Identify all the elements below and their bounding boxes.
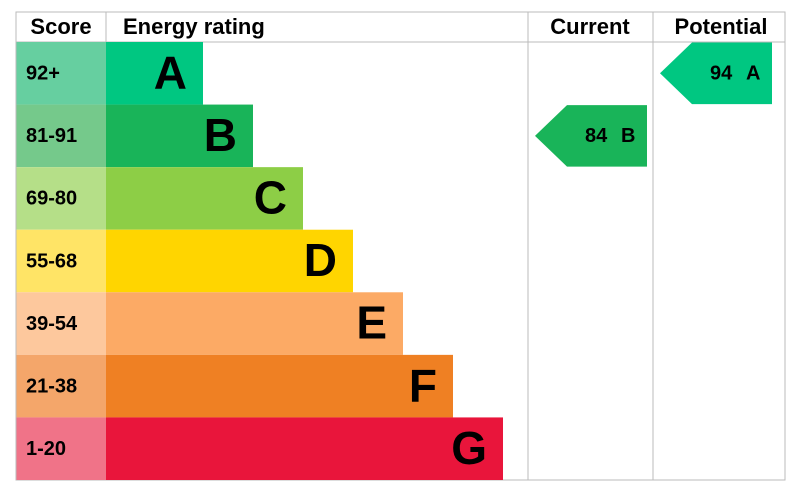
header-potential: Potential: [675, 14, 768, 39]
rating-letter: G: [451, 422, 487, 474]
rating-bar: [106, 354, 453, 418]
potential-rating: A: [746, 63, 760, 85]
score-range: 55-68: [26, 250, 77, 272]
rating-letter: D: [304, 234, 337, 286]
score-cell: [16, 292, 106, 355]
score-cell: [16, 167, 106, 230]
rating-bar: [106, 229, 353, 293]
score-cell: [16, 354, 106, 418]
current-rating: B: [621, 125, 635, 147]
rating-letter: F: [409, 359, 437, 411]
rating-letter: A: [154, 46, 187, 98]
score-range: 1-20: [26, 438, 66, 460]
score-range: 69-80: [26, 188, 77, 210]
current-value: 84: [585, 125, 608, 147]
rating-bar: [106, 42, 203, 105]
rating-letter: C: [254, 172, 287, 224]
score-cell: [16, 104, 106, 168]
score-range: 21-38: [26, 375, 77, 397]
rating-letter: E: [356, 297, 387, 349]
score-range: 92+: [26, 63, 60, 85]
rating-letter: B: [204, 109, 237, 161]
score-range: 39-54: [26, 313, 78, 335]
score-range: 81-91: [26, 125, 77, 147]
score-cell: [16, 417, 106, 480]
rating-bar: [106, 104, 253, 168]
potential-arrow: [660, 42, 772, 105]
score-cell: [16, 229, 106, 293]
header-current: Current: [550, 14, 630, 39]
current-arrow: [535, 105, 647, 167]
rating-bar: [106, 292, 403, 355]
score-cell: [16, 42, 106, 105]
header-score: Score: [30, 14, 91, 39]
rating-bar: [106, 167, 303, 230]
potential-value: 94: [710, 63, 733, 85]
rating-bar: [106, 417, 503, 480]
header-rating: Energy rating: [123, 14, 265, 39]
